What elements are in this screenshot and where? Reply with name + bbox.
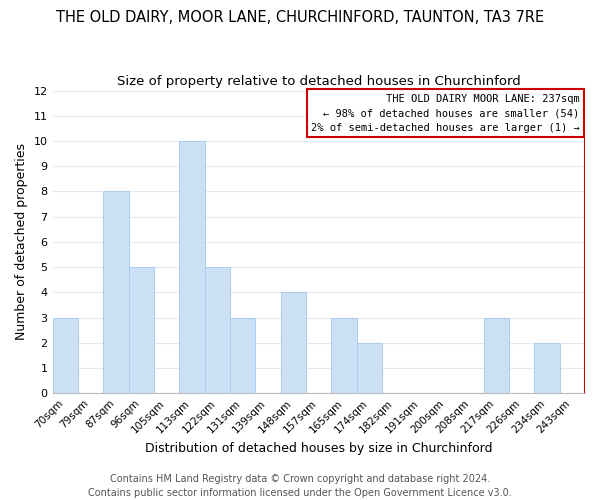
Bar	[281, 292, 306, 394]
Bar	[331, 318, 357, 394]
Bar	[205, 267, 230, 394]
Bar	[53, 318, 78, 394]
Bar	[179, 141, 205, 394]
Y-axis label: Number of detached properties: Number of detached properties	[15, 144, 28, 340]
X-axis label: Distribution of detached houses by size in Churchinford: Distribution of detached houses by size …	[145, 442, 493, 455]
Bar	[230, 318, 256, 394]
Title: Size of property relative to detached houses in Churchinford: Size of property relative to detached ho…	[117, 75, 521, 88]
Bar	[484, 318, 509, 394]
Text: Contains HM Land Registry data © Crown copyright and database right 2024.
Contai: Contains HM Land Registry data © Crown c…	[88, 474, 512, 498]
Bar	[357, 343, 382, 394]
Text: THE OLD DAIRY, MOOR LANE, CHURCHINFORD, TAUNTON, TA3 7RE: THE OLD DAIRY, MOOR LANE, CHURCHINFORD, …	[56, 10, 544, 25]
Bar	[103, 192, 128, 394]
Bar	[128, 267, 154, 394]
Bar	[534, 343, 560, 394]
Text: THE OLD DAIRY MOOR LANE: 237sqm
← 98% of detached houses are smaller (54)
2% of : THE OLD DAIRY MOOR LANE: 237sqm ← 98% of…	[311, 94, 580, 133]
